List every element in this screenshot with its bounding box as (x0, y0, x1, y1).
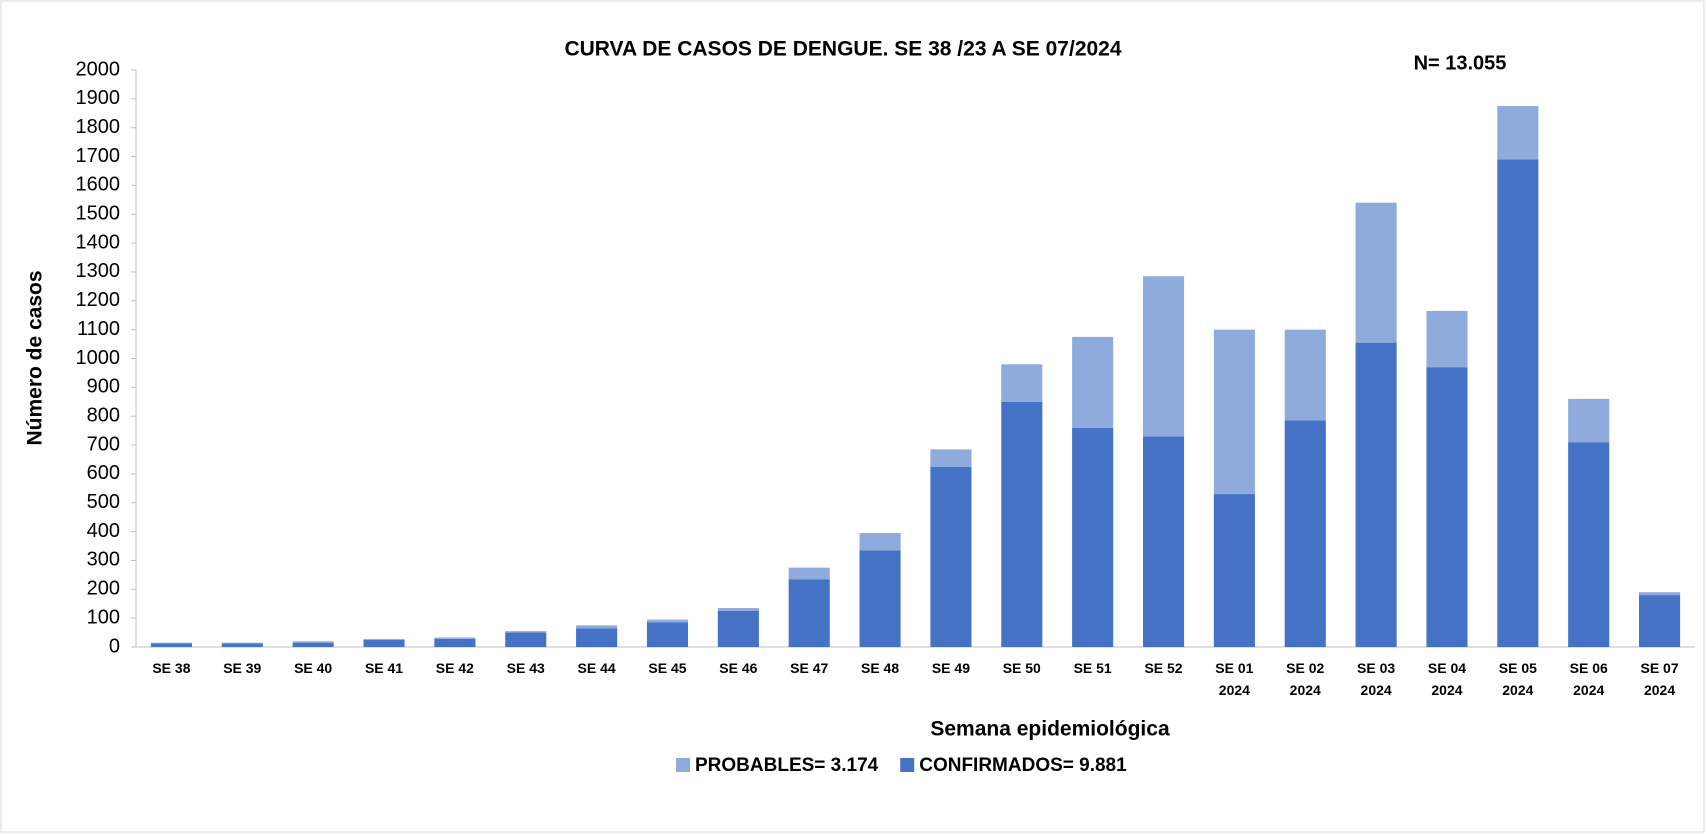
y-tick-label: 400 (87, 520, 120, 542)
y-tick-label: 700 (87, 433, 120, 455)
y-tick-label: 300 (87, 549, 120, 571)
x-tick-label: SE 49 (931, 660, 970, 676)
bar (788, 579, 830, 647)
y-tick-label: 1600 (76, 174, 121, 196)
bar (505, 632, 547, 647)
x-tick-label: SE 50 (1002, 660, 1041, 676)
legend-label: PROBABLES= 3.174 (695, 755, 879, 776)
bar (1639, 592, 1681, 596)
bar (1142, 276, 1185, 437)
y-tick-label: 100 (87, 606, 120, 628)
bar (1568, 442, 1610, 647)
y-tick-label: 1300 (76, 260, 121, 282)
x-tick-label: SE 01 2024 (1215, 660, 1254, 698)
bar (717, 608, 759, 611)
y-tick-label: 200 (87, 578, 120, 600)
y-tick-label: 600 (87, 462, 120, 484)
y-tick-label: 1000 (76, 347, 121, 369)
x-tick-label: SE 45 (648, 660, 687, 676)
x-tick-label: SE 51 (1073, 660, 1112, 676)
bar (1072, 427, 1114, 647)
bar (1355, 202, 1397, 343)
bar (1284, 420, 1326, 647)
bar (363, 639, 405, 647)
bar (930, 466, 972, 647)
bar (1568, 398, 1610, 443)
y-tick-label: 1500 (76, 203, 121, 225)
legend-label: CONFIRMADOS= 9.881 (919, 755, 1127, 776)
x-tick-label: SE 41 (364, 660, 404, 676)
bar (434, 638, 476, 647)
y-tick-label: 800 (87, 404, 120, 426)
x-tick-label: SE 42 (435, 660, 474, 676)
bar (150, 642, 192, 644)
y-axis-title: Número de casos (24, 270, 47, 445)
x-tick-label: SE 47 (790, 660, 829, 676)
y-tick-label: 1800 (76, 116, 121, 138)
bar (1639, 595, 1681, 647)
y-tick-label: 1100 (77, 318, 120, 340)
x-tick-label: SE 04 2024 (1427, 660, 1467, 698)
bar (930, 449, 972, 467)
bar (1355, 342, 1397, 647)
x-tick-label: SE 44 (577, 660, 616, 676)
bar (1426, 367, 1468, 647)
y-tick-label: 1200 (76, 289, 121, 311)
y-tick-label: 0 (109, 635, 120, 657)
bar (646, 619, 689, 623)
bar (859, 533, 901, 551)
legend-swatch (900, 758, 915, 772)
bar (292, 641, 334, 643)
x-tick-label: SE 40 (294, 660, 333, 676)
x-tick-label: SE 07 2024 (1640, 660, 1679, 698)
bar (717, 610, 759, 647)
bar (1213, 329, 1255, 495)
bar (1497, 159, 1539, 647)
y-tick-label: 2000 (76, 58, 121, 80)
bar (576, 628, 618, 647)
bar (1001, 401, 1043, 647)
bar (150, 643, 192, 647)
chart-title: CURVA DE CASOS DE DENGUE. SE 38 /23 A SE… (564, 38, 1121, 61)
bar (434, 637, 476, 639)
bar (221, 643, 263, 647)
bar (292, 642, 334, 647)
bar (859, 550, 901, 647)
x-tick-label: SE 38 (152, 660, 191, 676)
y-tick-label: 1400 (76, 231, 121, 253)
legend-swatch (676, 758, 690, 772)
x-tick-label: SE 39 (223, 660, 262, 676)
x-tick-label: SE 06 2024 (1569, 660, 1608, 698)
x-tick-label: SE 02 2024 (1286, 660, 1325, 698)
x-tick-label: SE 48 (860, 660, 900, 676)
x-axis-title: Semana epidemiológica (930, 718, 1170, 741)
x-tick-label: SE 52 (1144, 660, 1183, 676)
bar (788, 567, 830, 580)
bar (1284, 329, 1326, 421)
bar (1072, 336, 1114, 428)
x-tick-label: SE 43 (506, 660, 545, 676)
y-tick-label: 500 (87, 491, 120, 513)
bar (1142, 436, 1185, 647)
x-tick-label: SE 05 2024 (1498, 660, 1537, 698)
bar (1001, 364, 1043, 402)
x-tick-label: SE 03 2024 (1357, 660, 1396, 698)
bar (1213, 494, 1255, 647)
bar (505, 631, 547, 633)
bar (576, 625, 618, 629)
x-tick-label: SE 46 (719, 660, 758, 676)
bar (221, 642, 263, 644)
annotation: N= 13.055 (1414, 52, 1507, 74)
bar (1426, 310, 1468, 368)
bar (1497, 106, 1539, 160)
y-tick-label: 1700 (76, 145, 121, 167)
bar (646, 622, 689, 647)
bar (363, 638, 405, 640)
y-tick-label: 1900 (76, 87, 121, 109)
y-tick-label: 900 (87, 376, 120, 398)
